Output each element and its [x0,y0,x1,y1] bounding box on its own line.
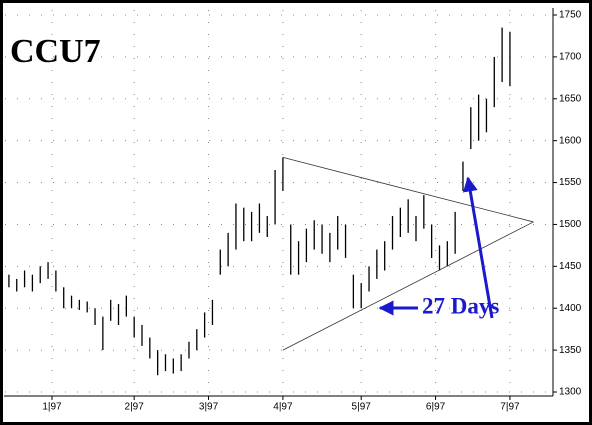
trendline [282,157,534,223]
y-tick-label: 1400 [559,303,582,314]
x-tick-label: 7|97 [500,402,520,413]
y-tick-label: 1300 [559,387,582,398]
y-tick-label: 1750 [559,10,582,21]
y-tick-label: 1450 [559,261,582,272]
y-tick-label: 1550 [559,177,582,188]
x-tick-label: 2|97 [125,402,145,413]
x-tick-label: 3|97 [199,402,219,413]
y-tick-label: 1350 [559,345,582,356]
x-tick-label: 5|97 [352,402,372,413]
x-tick-label: 6|97 [426,402,446,413]
trendline [282,221,534,351]
x-tick-label: 1|97 [42,402,62,413]
x-tick-label: 4|97 [273,402,293,413]
arrow [462,176,494,319]
chart-title: CCU7 [10,33,101,70]
y-tick-label: 1700 [559,52,582,63]
y-tick-label: 1600 [559,135,582,146]
annotation: 27 Days [422,293,499,318]
y-tick-label: 1500 [559,219,582,230]
y-tick-label: 1650 [559,93,582,104]
